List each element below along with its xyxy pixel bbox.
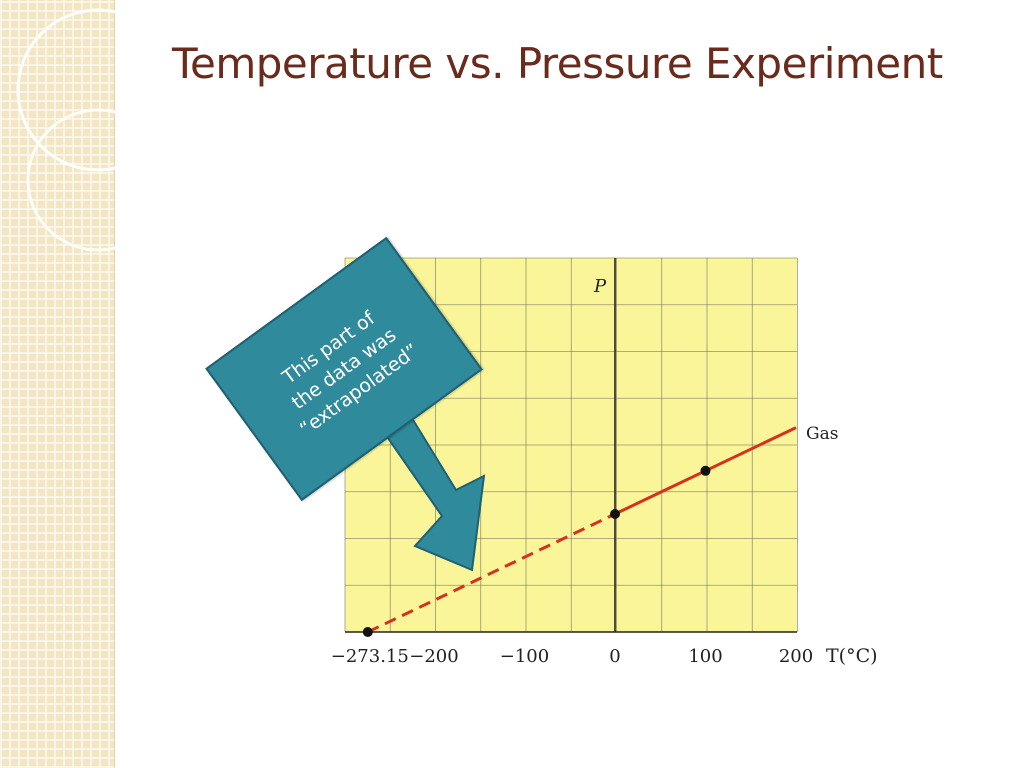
decorative-side-strip bbox=[0, 0, 115, 768]
x-tick-label: −273.15 bbox=[331, 646, 409, 667]
extrapolated-series-line bbox=[367, 512, 616, 634]
x-tick-label: −200 bbox=[409, 646, 458, 667]
series-label-gas: Gas bbox=[806, 424, 838, 444]
y-axis-label: P bbox=[593, 276, 607, 297]
decorative-circles bbox=[16, 8, 160, 252]
decorative-circle-upper bbox=[16, 8, 160, 172]
chart-points-group bbox=[362, 465, 711, 637]
data-point bbox=[610, 509, 620, 519]
data-point bbox=[700, 465, 711, 476]
slide-title: Temperature vs. Pressure Experiment bbox=[172, 39, 943, 88]
x-tick-labels: −273.15 −200 −100 0 100 200 bbox=[331, 646, 813, 667]
x-tick-label: 200 bbox=[779, 646, 813, 667]
decorative-circle-lower bbox=[26, 108, 160, 252]
x-tick-label: 0 bbox=[609, 646, 620, 667]
x-tick-label: −100 bbox=[500, 646, 549, 667]
data-point bbox=[362, 627, 373, 637]
x-axis-label: T(°C) bbox=[826, 645, 878, 667]
x-tick-label: 100 bbox=[688, 646, 722, 667]
callout-arrow bbox=[370, 400, 486, 572]
